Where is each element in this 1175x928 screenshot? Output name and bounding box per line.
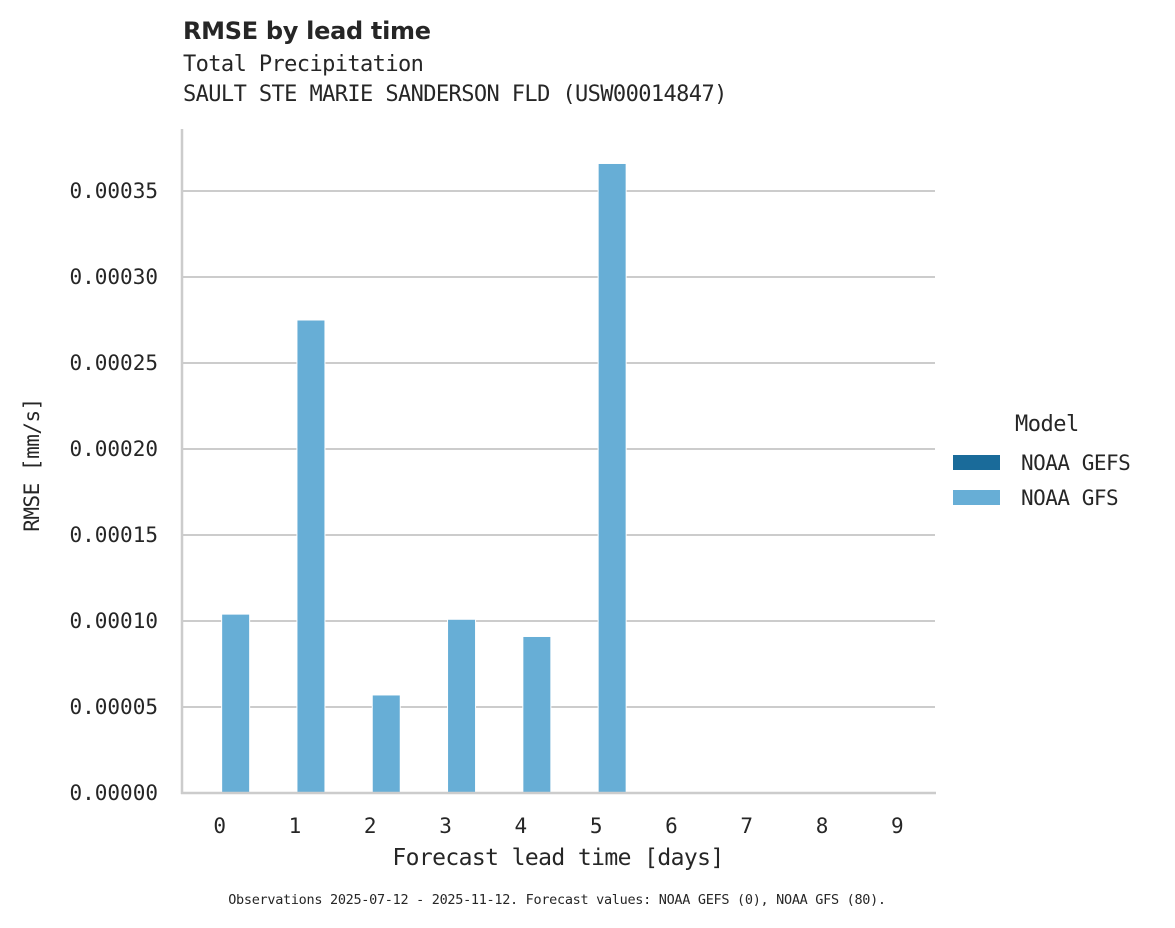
y-tick-label: 0.00000 [69, 781, 158, 805]
bar-noaa-gfs-lead-0 [221, 613, 251, 794]
y-tick-label: 0.00025 [69, 351, 158, 375]
x-tick-label: 4 [515, 814, 528, 838]
legend-item-gefs: NOAA GEFS [953, 445, 1131, 480]
legend-swatch-gefs [953, 455, 1000, 470]
legend-swatch-gfs [953, 490, 1000, 505]
bar-noaa-gfs-lead-4 [522, 635, 552, 794]
bar-noaa-gfs-lead-5 [597, 162, 627, 794]
gridlines [182, 190, 935, 708]
legend: Model NOAA GEFS NOAA GFS [953, 412, 1131, 515]
y-axis-label: RMSE [mm/s] [20, 398, 44, 532]
bar-noaa-gfs-lead-3 [447, 618, 477, 794]
bars [221, 162, 627, 794]
x-tick-label: 6 [665, 814, 678, 838]
x-tick-labels: 0 1 2 3 4 5 6 7 8 9 [213, 814, 903, 838]
y-tick-label: 0.00020 [69, 437, 158, 461]
x-tick-label: 9 [891, 814, 904, 838]
x-tick-label: 3 [439, 814, 452, 838]
y-tick-label: 0.00015 [69, 523, 158, 547]
y-tick-label: 0.00030 [69, 265, 158, 289]
legend-label-gfs: NOAA GFS [1021, 485, 1119, 510]
bar-noaa-gfs-lead-2 [371, 694, 401, 794]
legend-label-gefs: NOAA GEFS [1021, 450, 1131, 475]
legend-item-gfs: NOAA GFS [953, 480, 1130, 515]
x-tick-label: 7 [740, 814, 753, 838]
axes [180, 129, 936, 795]
x-tick-label: 0 [213, 814, 226, 838]
x-axis-label: Forecast lead time [days] [392, 845, 724, 871]
footnote: Observations 2025-07-12 - 2025-11-12. Fo… [228, 892, 886, 908]
x-tick-label: 2 [364, 814, 377, 838]
x-tick-label: 1 [289, 814, 302, 838]
y-tick-label: 0.00005 [69, 695, 158, 719]
chart-subtitle-station: SAULT STE MARIE SANDERSON FLD (USW000148… [183, 82, 727, 107]
bar-noaa-gfs-lead-1 [296, 319, 326, 794]
y-tick-label: 0.00010 [69, 609, 158, 633]
chart-title: RMSE by lead time [183, 17, 431, 45]
chart-subtitle-variable: Total Precipitation [183, 52, 424, 77]
y-tick-label: 0.00035 [69, 179, 158, 203]
y-tick-labels: 0.00000 0.00005 0.00010 0.00015 0.00020 0.000… [69, 179, 158, 805]
x-tick-label: 8 [816, 814, 829, 838]
legend-title: Model [1015, 412, 1079, 437]
x-tick-label: 5 [590, 814, 603, 838]
